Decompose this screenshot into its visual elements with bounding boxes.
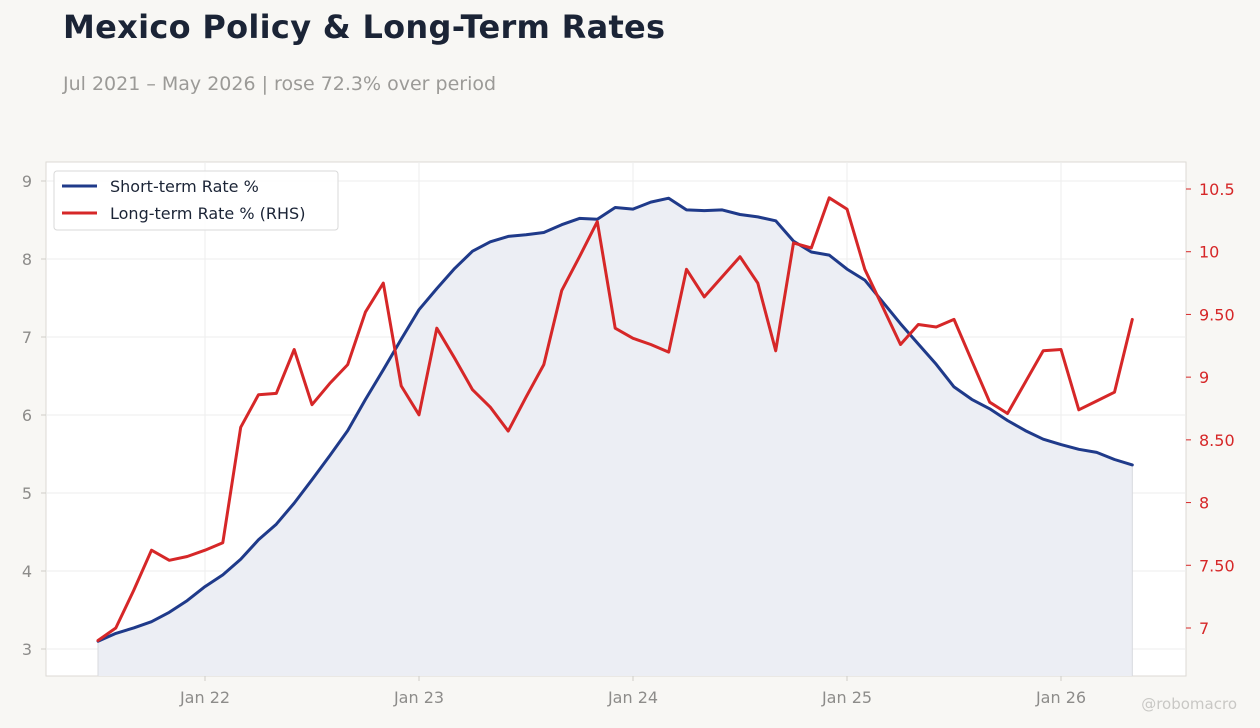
y-axis-right: 7 7.50 8 8.50 9 9.50 10 10.5 xyxy=(1186,180,1235,638)
y-left-tick-label: 3 xyxy=(22,640,32,659)
y-left-tick-label: 4 xyxy=(22,562,32,581)
x-tick-label: Jan 25 xyxy=(821,688,872,707)
x-tick-label: Jan 26 xyxy=(1035,688,1086,707)
legend: Short-term Rate % Long-term Rate % (RHS) xyxy=(53,170,339,231)
chart-title: Mexico Policy & Long-Term Rates xyxy=(63,8,666,46)
y-left-tick-label: 6 xyxy=(22,406,32,425)
y-axis-left: 3 4 5 6 7 8 9 xyxy=(22,172,46,659)
y-left-tick-label: 8 xyxy=(22,250,32,269)
long-term-line xyxy=(96,196,1134,642)
short-term-fill xyxy=(97,198,1133,676)
x-tick-label: Jan 23 xyxy=(393,688,444,707)
x-axis: Jan 22 Jan 23 Jan 24 Jan 25 Jan 26 xyxy=(179,676,1086,707)
y-right-tick-label: 9.50 xyxy=(1199,305,1235,324)
y-left-tick-label: 5 xyxy=(22,484,32,503)
legend-label-short: Short-term Rate % xyxy=(110,177,259,196)
y-left-tick-label: 9 xyxy=(22,172,32,191)
y-right-tick-label: 8 xyxy=(1199,494,1209,513)
legend-box xyxy=(53,170,339,231)
chart-subtitle: Jul 2021 – May 2026 | rose 72.3% over pe… xyxy=(63,73,497,95)
y-left-tick-label: 7 xyxy=(22,328,32,347)
legend-label-long: Long-term Rate % (RHS) xyxy=(110,204,305,223)
y-right-tick-label: 8.50 xyxy=(1199,431,1235,450)
y-right-tick-label: 9 xyxy=(1199,368,1209,387)
x-tick-label: Jan 22 xyxy=(179,688,230,707)
y-right-tick-label: 7 xyxy=(1199,619,1209,638)
series-lines xyxy=(96,196,1134,643)
y-right-tick-label: 10 xyxy=(1199,243,1219,262)
short-term-area xyxy=(98,198,1133,676)
x-tick-label: Jan 24 xyxy=(607,688,658,707)
short-term-line xyxy=(96,196,1134,643)
watermark: @robomacro xyxy=(1141,695,1237,713)
y-right-tick-label: 10.5 xyxy=(1199,180,1235,199)
y-right-tick-label: 7.50 xyxy=(1199,556,1235,575)
